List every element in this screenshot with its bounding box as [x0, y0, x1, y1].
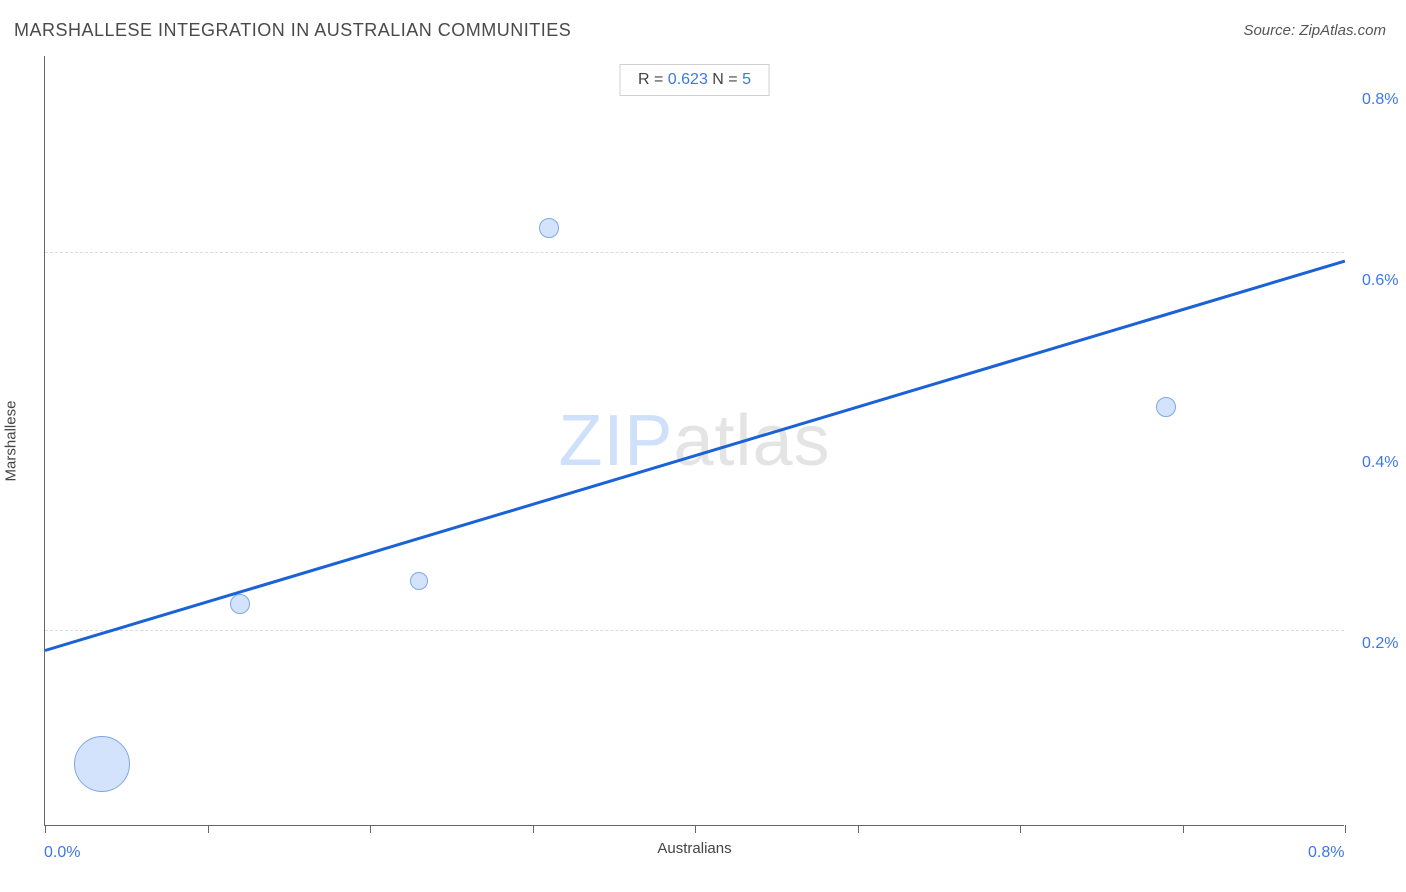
- stats-legend: R = 0.623 N = 5: [619, 64, 770, 96]
- x-tick: [1183, 825, 1184, 833]
- n-label: N =: [708, 71, 742, 88]
- y-tick-label: 0.2%: [1362, 635, 1398, 653]
- chart-title: MARSHALLESE INTEGRATION IN AUSTRALIAN CO…: [14, 20, 571, 41]
- watermark: ZIPatlas: [558, 400, 830, 482]
- x-tick: [1020, 825, 1021, 833]
- x-tick: [695, 825, 696, 833]
- x-tick: [858, 825, 859, 833]
- y-tick-label: 0.4%: [1362, 454, 1398, 472]
- watermark-b: atlas: [673, 401, 830, 481]
- r-label: R =: [638, 71, 668, 88]
- source-attribution: Source: ZipAtlas.com: [1243, 22, 1386, 39]
- x-tick: [45, 825, 46, 833]
- data-point[interactable]: [230, 594, 250, 614]
- data-point[interactable]: [410, 572, 428, 590]
- plot-area: R = 0.623 N = 5 ZIPatlas Australians Mar…: [44, 56, 1344, 826]
- n-value: 5: [742, 71, 751, 88]
- x-axis-label: Australians: [657, 840, 731, 857]
- x-tick: [533, 825, 534, 833]
- y-tick-label: 0.6%: [1362, 272, 1398, 290]
- x-tick: [208, 825, 209, 833]
- data-point[interactable]: [539, 218, 559, 238]
- x-tick: [1345, 825, 1346, 833]
- gridline: [45, 630, 1344, 631]
- gridline: [45, 252, 1344, 253]
- y-tick-label: 0.8%: [1362, 91, 1398, 109]
- x-max-label: 0.8%: [1308, 844, 1344, 862]
- x-tick: [370, 825, 371, 833]
- data-point[interactable]: [74, 736, 130, 792]
- x-min-label: 0.0%: [44, 844, 80, 862]
- r-value: 0.623: [668, 71, 708, 88]
- chart-container: MARSHALLESE INTEGRATION IN AUSTRALIAN CO…: [0, 0, 1406, 892]
- data-point[interactable]: [1156, 397, 1176, 417]
- y-axis-label: Marshallese: [3, 400, 20, 481]
